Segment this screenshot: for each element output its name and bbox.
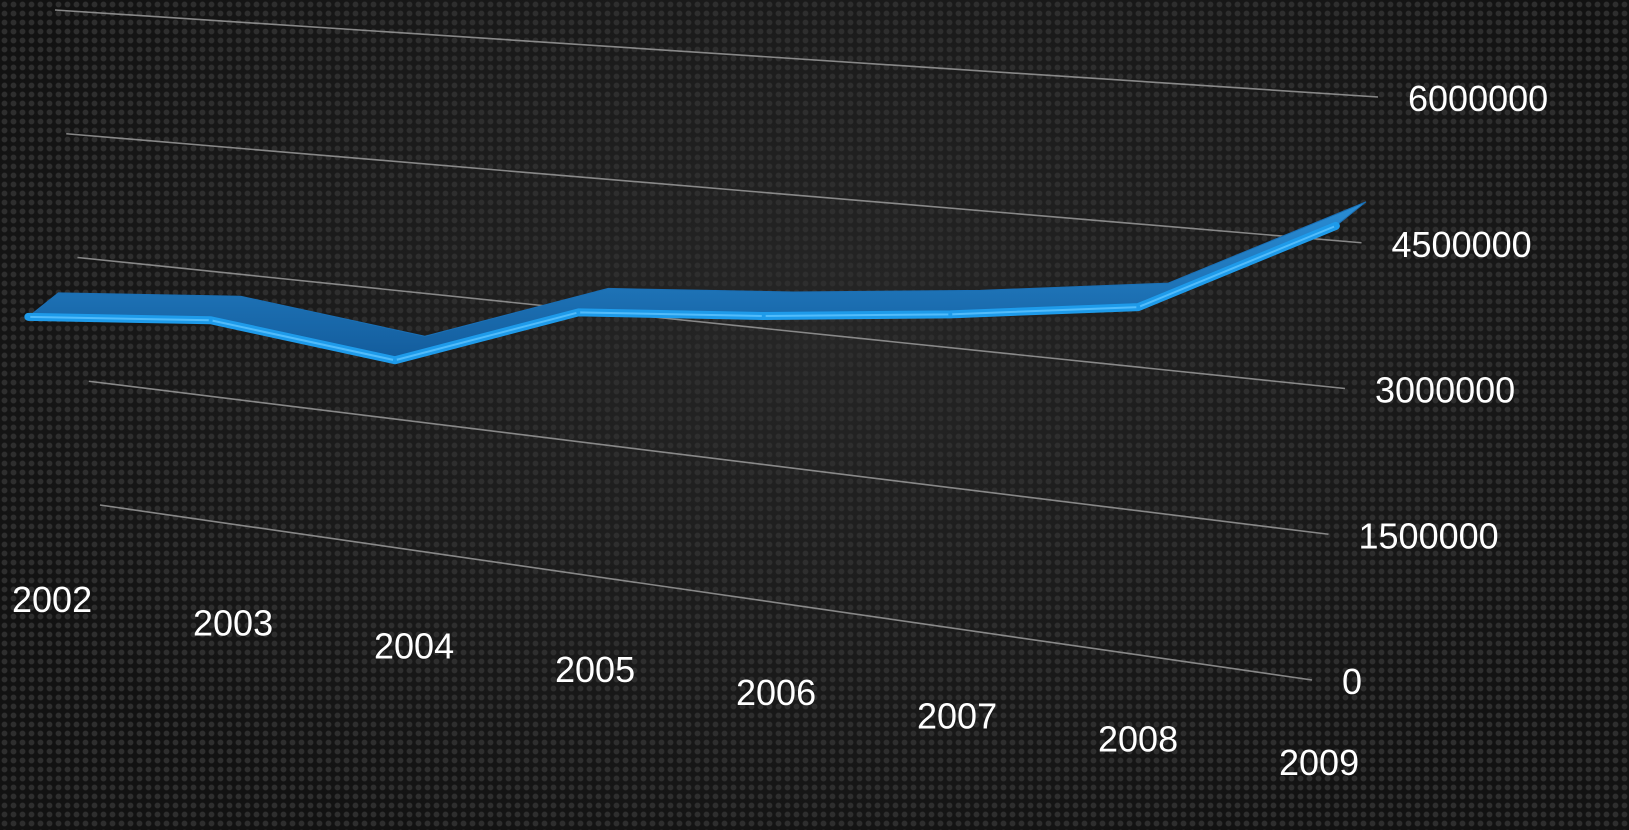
data-point — [576, 310, 581, 315]
y-tick-label: 3000000 — [1375, 370, 1515, 411]
data-series — [24, 201, 1367, 365]
x-tick-label: 2009 — [1279, 742, 1359, 783]
y-axis-labels: 0 1500000 3000000 4500000 6000000 — [1342, 78, 1548, 702]
series-line-highlight — [28, 224, 1337, 362]
grid-lines — [54, 9, 1379, 681]
y-tick-label: 6000000 — [1408, 78, 1548, 119]
x-tick-label: 2005 — [555, 649, 635, 690]
data-point — [208, 318, 213, 323]
x-tick-label: 2002 — [12, 579, 92, 620]
x-tick-label: 2004 — [374, 626, 454, 667]
grid-line — [99, 504, 1313, 681]
x-tick-label: 2008 — [1098, 719, 1178, 760]
y-tick-label: 4500000 — [1392, 224, 1532, 265]
x-tick-label: 2006 — [736, 672, 816, 713]
x-axis-labels: 2002 2003 2004 2005 2006 2007 2008 2009 — [12, 579, 1359, 783]
data-point — [948, 312, 953, 317]
data-point — [26, 314, 31, 319]
data-point — [1333, 223, 1338, 228]
x-tick-label: 2007 — [917, 695, 997, 736]
data-point — [761, 314, 766, 319]
grid-line — [66, 132, 1362, 244]
grid-line — [77, 256, 1346, 390]
grid-line — [88, 380, 1329, 536]
x-tick-label: 2003 — [193, 602, 273, 643]
data-point — [392, 358, 397, 363]
grid-line — [54, 9, 1379, 98]
data-point — [1136, 305, 1141, 310]
y-tick-label: 1500000 — [1359, 515, 1499, 556]
y-tick-label: 0 — [1342, 661, 1362, 702]
